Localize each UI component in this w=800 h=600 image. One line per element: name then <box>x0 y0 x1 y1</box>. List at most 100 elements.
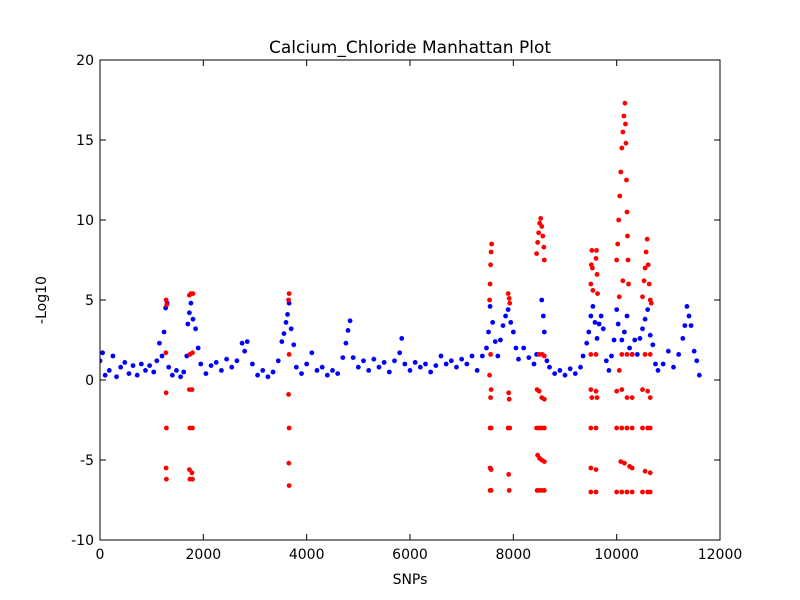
snp-point-blue <box>594 336 600 341</box>
snp-point-blue <box>428 369 434 375</box>
snp-point-red <box>536 352 542 357</box>
snp-point-blue <box>492 339 498 344</box>
snp-point-blue <box>260 368 266 373</box>
snp-point-blue <box>181 369 187 375</box>
snp-point-blue <box>281 331 287 336</box>
snp-point-blue <box>102 372 108 378</box>
snp-point-red <box>589 395 595 400</box>
snp-point-red <box>541 396 547 402</box>
snp-point-blue <box>671 364 676 370</box>
snp-point-red <box>286 483 292 488</box>
y-tick-label: 10 <box>76 213 94 229</box>
x-tick-label: 0 <box>96 547 105 563</box>
snp-point-red <box>506 390 512 396</box>
snp-point-red <box>625 233 630 239</box>
snp-point-blue <box>174 368 179 373</box>
snp-point-red <box>488 387 494 392</box>
snp-point-red <box>622 100 628 106</box>
snp-point-red <box>286 297 291 303</box>
snp-point-blue <box>474 368 480 373</box>
snp-point-blue <box>219 368 224 373</box>
snp-point-red <box>286 425 292 431</box>
snp-point-red <box>624 209 630 215</box>
snp-point-blue <box>665 348 671 354</box>
snp-point-blue <box>637 336 643 341</box>
snp-point-red <box>507 425 513 431</box>
snp-point-red <box>647 395 653 400</box>
snp-point-red <box>645 388 651 394</box>
snp-point-blue <box>288 326 294 332</box>
snp-point-red <box>589 248 595 253</box>
snp-point-red <box>616 294 622 300</box>
snp-point-blue <box>381 360 387 365</box>
snp-point-blue <box>407 368 413 373</box>
snp-point-blue <box>366 368 372 373</box>
snp-point-blue <box>402 361 408 367</box>
snp-point-blue <box>126 371 132 376</box>
snp-point-red <box>488 262 493 268</box>
snp-point-red <box>624 489 630 495</box>
snp-point-red <box>589 265 595 271</box>
snp-point-blue <box>645 307 651 312</box>
snp-point-blue <box>293 364 299 370</box>
snp-point-blue <box>335 371 341 376</box>
snp-point-blue <box>688 323 694 328</box>
snp-point-blue <box>147 363 153 368</box>
snp-point-red <box>534 251 539 256</box>
snp-point-blue <box>694 358 700 364</box>
snp-point-blue <box>423 361 428 367</box>
snp-point-blue <box>510 329 516 335</box>
snp-point-red <box>506 396 512 402</box>
snp-point-red <box>588 489 594 495</box>
snp-point-red <box>506 472 512 477</box>
snp-point-red <box>619 145 625 151</box>
snp-point-blue <box>584 340 590 346</box>
snp-point-blue <box>138 361 144 367</box>
snp-point-blue <box>632 337 638 343</box>
snp-point-blue <box>609 353 614 359</box>
x-tick-label: 12000 <box>698 547 743 563</box>
snp-point-blue <box>676 352 682 357</box>
y-tick-label: -5 <box>80 453 94 469</box>
snp-point-blue <box>239 340 245 346</box>
snp-point-blue <box>397 350 403 356</box>
snp-point-red <box>593 388 599 394</box>
data-points <box>100 100 702 495</box>
snp-point-blue <box>275 358 281 364</box>
snp-point-blue <box>319 364 325 370</box>
snp-point-blue <box>443 361 449 367</box>
snp-point-blue <box>345 328 351 333</box>
snp-point-blue <box>114 374 119 380</box>
snp-point-red <box>594 395 600 400</box>
snp-point-blue <box>508 320 514 325</box>
snp-point-red <box>488 467 494 472</box>
snp-point-red <box>640 489 645 495</box>
snp-point-blue <box>106 368 112 373</box>
snp-point-blue <box>498 337 503 343</box>
snp-point-blue <box>655 368 661 373</box>
snp-point-blue <box>198 361 204 367</box>
snp-point-red <box>623 121 628 127</box>
snp-point-red <box>588 281 594 287</box>
snp-point-blue <box>682 323 688 328</box>
snp-point-blue <box>653 361 658 367</box>
snp-point-red <box>488 488 494 493</box>
snp-point-red <box>538 216 544 221</box>
snp-point-red <box>541 425 547 431</box>
snp-point-blue <box>376 364 382 370</box>
snp-point-blue <box>686 313 692 319</box>
snp-point-red <box>286 460 292 466</box>
snp-point-red <box>163 297 169 303</box>
snp-point-blue <box>314 368 320 373</box>
snp-point-red <box>506 488 512 493</box>
snp-point-blue <box>350 355 356 360</box>
snp-point-blue <box>330 368 335 373</box>
snp-point-red <box>186 467 192 472</box>
snp-point-red <box>645 262 651 268</box>
snp-point-red <box>623 140 629 146</box>
snp-point-blue <box>547 364 552 370</box>
chart-title: Calcium_Chloride Manhattan Plot <box>269 38 551 58</box>
snp-point-blue <box>596 321 602 327</box>
snp-point-blue <box>229 364 235 370</box>
snp-point-blue <box>487 304 493 309</box>
